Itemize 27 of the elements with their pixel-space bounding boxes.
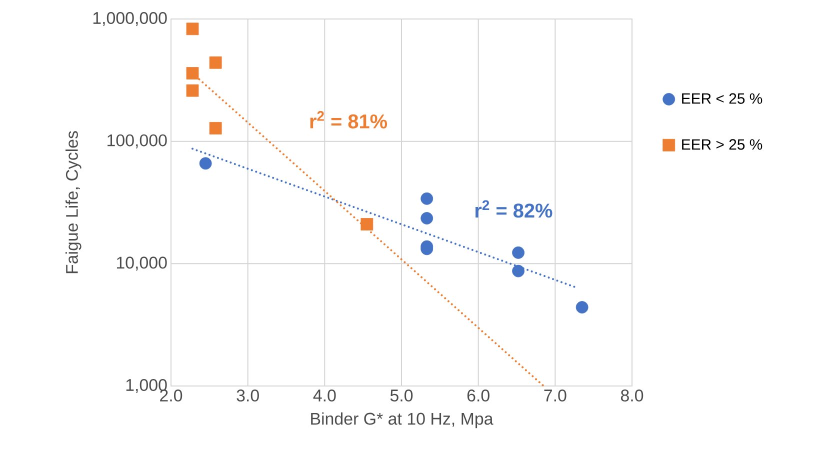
y-tick-label: 10,000 <box>116 256 167 271</box>
annotation: r$^{2}$ = 81% <box>310 111 388 128</box>
annotation: r$^{2}$ = 82% <box>475 200 552 218</box>
point <box>576 301 588 314</box>
y-tick-label: 1,000,000 <box>93 12 167 26</box>
x-tick-label: 4.0 <box>313 390 336 402</box>
point <box>420 192 434 205</box>
point <box>512 246 524 259</box>
x-tick-label: 3.0 <box>236 390 259 402</box>
point <box>209 122 222 134</box>
point <box>186 84 199 97</box>
legend-label: EER > 25 % <box>682 139 762 150</box>
point <box>512 264 524 278</box>
point <box>186 67 199 80</box>
point <box>360 218 374 230</box>
x-tick-label: 8.0 <box>620 390 644 402</box>
x-tick-label: 6.0 <box>467 390 490 402</box>
x-tick-label: 5.0 <box>390 390 413 402</box>
y-tick-label: 100,000 <box>108 134 167 148</box>
x-tick-label: 7.0 <box>544 390 566 402</box>
point <box>186 22 199 36</box>
point <box>199 157 212 170</box>
x-axis-title: Binder G* at 10 Hz, Mpa <box>311 412 494 428</box>
point <box>420 212 434 224</box>
legend-label: EER < 25 % <box>682 93 762 104</box>
point <box>209 56 222 69</box>
y-axis-title: Faigue Life, Cycles <box>66 131 82 274</box>
